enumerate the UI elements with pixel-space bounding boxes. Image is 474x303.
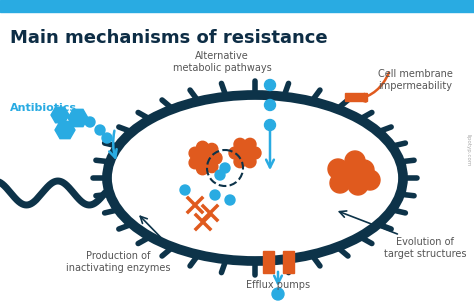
Circle shape <box>360 170 380 190</box>
Circle shape <box>354 160 374 180</box>
Circle shape <box>225 195 235 205</box>
Circle shape <box>234 138 246 150</box>
Circle shape <box>210 190 220 200</box>
Text: Efflux pumps: Efflux pumps <box>246 280 310 290</box>
Text: lipotyp.com: lipotyp.com <box>465 134 471 166</box>
Text: Main mechanisms of resistance: Main mechanisms of resistance <box>10 29 328 47</box>
Circle shape <box>264 79 275 91</box>
Circle shape <box>210 152 222 164</box>
Circle shape <box>197 141 209 153</box>
Ellipse shape <box>107 95 403 261</box>
Circle shape <box>234 156 246 168</box>
Polygon shape <box>55 121 75 139</box>
Circle shape <box>220 163 230 173</box>
Circle shape <box>345 151 365 171</box>
Circle shape <box>215 170 225 180</box>
Circle shape <box>264 119 275 131</box>
Bar <box>0 0 474 12</box>
Text: Evolution of
target structures: Evolution of target structures <box>384 237 466 259</box>
Circle shape <box>264 99 275 111</box>
Circle shape <box>272 288 284 300</box>
Circle shape <box>206 161 218 173</box>
Text: Production of
inactivating enzymes: Production of inactivating enzymes <box>66 251 170 273</box>
Circle shape <box>244 156 256 168</box>
Circle shape <box>206 143 218 155</box>
Polygon shape <box>51 107 69 123</box>
Circle shape <box>189 147 201 159</box>
Text: Antibiotics: Antibiotics <box>10 103 77 113</box>
Circle shape <box>328 159 348 179</box>
Circle shape <box>199 152 211 164</box>
Circle shape <box>95 125 105 135</box>
Text: Cell membrane
impermeability: Cell membrane impermeability <box>378 69 453 91</box>
Circle shape <box>249 147 261 159</box>
Text: Alternative
metabolic pathways: Alternative metabolic pathways <box>173 51 272 73</box>
Circle shape <box>85 117 95 127</box>
Circle shape <box>330 173 350 193</box>
Bar <box>263 251 274 273</box>
Circle shape <box>239 147 251 159</box>
Circle shape <box>197 163 209 175</box>
Circle shape <box>180 185 190 195</box>
Polygon shape <box>68 109 88 127</box>
Circle shape <box>348 175 368 195</box>
Circle shape <box>102 133 112 143</box>
Circle shape <box>244 138 256 150</box>
Circle shape <box>229 147 241 159</box>
Bar <box>283 251 294 273</box>
Circle shape <box>340 165 360 185</box>
Bar <box>345 93 367 101</box>
Circle shape <box>189 157 201 169</box>
